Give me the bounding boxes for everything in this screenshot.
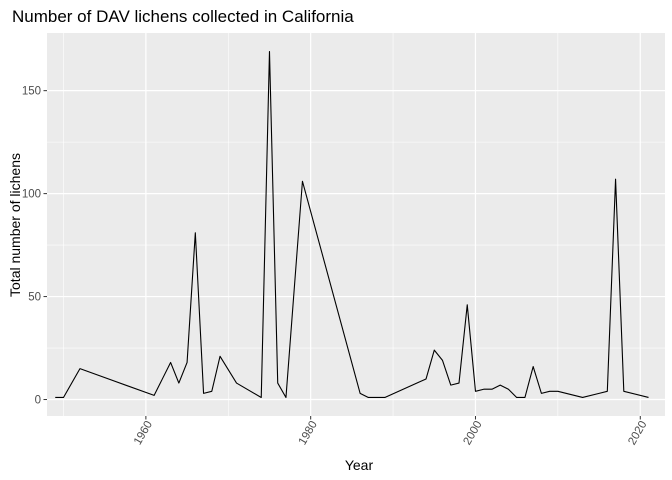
x-tick-label: 1980 <box>297 419 320 447</box>
data-line <box>55 50 649 399</box>
y-tick-label: 50 <box>28 292 41 304</box>
y-tick-label: 0 <box>35 395 41 407</box>
y-tick-label: 100 <box>22 189 41 201</box>
major-gridlines <box>47 33 665 416</box>
x-axis-title: Year <box>345 457 374 473</box>
x-tick-label: 2020 <box>626 419 649 447</box>
x-tick-label: 2000 <box>462 419 485 447</box>
chart-title: Number of DAV lichens collected in Calif… <box>12 7 354 26</box>
plot-panel <box>47 33 665 416</box>
y-axis: 0 50 100 150 <box>22 86 47 407</box>
x-tick-label: 1960 <box>132 419 155 447</box>
y-tick-label: 150 <box>22 86 41 98</box>
x-axis: 1960 1980 2000 2020 <box>132 416 650 447</box>
y-axis-title: Total number of lichens <box>7 153 23 297</box>
minor-gridlines <box>47 33 665 416</box>
